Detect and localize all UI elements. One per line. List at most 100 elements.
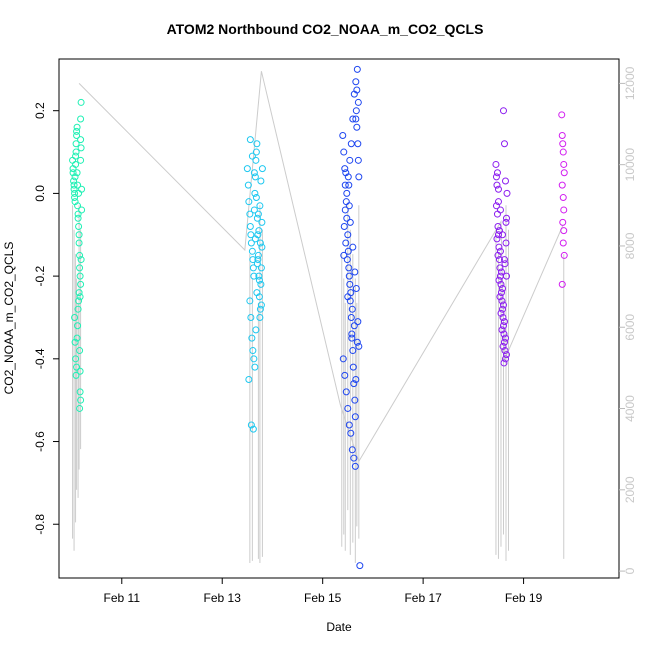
data-point: [493, 235, 501, 243]
data-point: [352, 285, 360, 293]
data-point: [501, 177, 509, 185]
data-point: [78, 185, 86, 193]
data-point: [559, 148, 567, 156]
data-point: [494, 222, 502, 230]
data-point: [257, 301, 265, 309]
data-point: [352, 78, 360, 86]
data-point: [559, 218, 567, 226]
data-point: [494, 198, 502, 206]
data-point: [256, 202, 264, 210]
data-point: [76, 251, 84, 259]
data-point: [252, 326, 260, 334]
data-point: [77, 115, 85, 123]
data-point: [257, 177, 265, 185]
data-point: [353, 123, 361, 131]
y-axis-label: CO2_NOAA_m_CO2_QCLS: [2, 241, 16, 395]
data-point: [77, 98, 85, 106]
data-point: [497, 280, 505, 288]
data-point: [77, 144, 85, 152]
data-point: [250, 272, 258, 280]
data-point: [355, 342, 363, 350]
data-point: [341, 181, 349, 189]
data-point: [69, 169, 77, 177]
data-point: [559, 194, 567, 202]
data-point: [70, 181, 78, 189]
data-point: [500, 359, 508, 367]
data-point: [73, 123, 81, 131]
data-point: [71, 189, 79, 197]
data-point: [258, 243, 266, 251]
data-point: [71, 173, 79, 181]
data-point: [255, 272, 263, 280]
data-point: [347, 429, 355, 437]
data-point: [252, 156, 260, 164]
data-point: [74, 214, 82, 222]
data-point: [250, 169, 258, 177]
data-point: [73, 334, 81, 342]
data-point: [502, 272, 510, 280]
data-point: [496, 293, 504, 301]
data-point: [341, 206, 349, 214]
data-point: [354, 98, 362, 106]
data-point: [76, 347, 84, 355]
data-point: [560, 169, 568, 177]
data-point: [251, 235, 259, 243]
data-point: [247, 239, 255, 247]
data-point: [71, 338, 79, 346]
data-point: [72, 355, 80, 363]
data-point: [76, 367, 84, 375]
data-point: [495, 243, 503, 251]
data-point: [501, 347, 509, 355]
data-point: [69, 156, 77, 164]
data-point: [77, 156, 85, 164]
data-point: [493, 169, 501, 177]
data-point: [72, 160, 80, 168]
data-point: [349, 243, 357, 251]
data-point: [257, 280, 265, 288]
data-point: [248, 334, 256, 342]
data-point: [499, 313, 507, 321]
data-point: [342, 198, 350, 206]
data-point: [345, 202, 353, 210]
data-point: [76, 272, 84, 280]
data-point: [502, 214, 510, 222]
data-point: [246, 297, 254, 305]
y2-tick-label: 10000: [623, 148, 637, 182]
data-point: [245, 375, 253, 383]
data-point: [351, 462, 359, 470]
data-point: [341, 371, 349, 379]
y2-tick-label: 2000: [623, 476, 637, 503]
x-tick-label: Feb 11: [104, 591, 141, 605]
data-point: [500, 338, 508, 346]
data-point: [497, 309, 505, 317]
data-point: [249, 256, 257, 264]
data-point: [70, 185, 78, 193]
data-point: [248, 247, 256, 255]
altitude-trace-line: [78, 71, 564, 463]
data-point: [500, 140, 508, 148]
data-point: [353, 65, 361, 73]
data-point: [494, 231, 502, 239]
data-point: [354, 318, 362, 326]
data-point: [247, 421, 255, 429]
data-point: [351, 396, 359, 404]
data-point: [347, 313, 355, 321]
data-point: [354, 140, 362, 148]
data-point: [351, 268, 359, 276]
data-point: [342, 388, 350, 396]
data-point: [498, 285, 506, 293]
y2-tick-label: 8000: [623, 232, 637, 259]
data-point: [254, 256, 262, 264]
data-point: [252, 148, 260, 156]
data-point: [72, 152, 80, 160]
data-point: [255, 276, 263, 284]
data-point: [244, 181, 252, 189]
data-point: [76, 264, 84, 272]
data-point: [497, 268, 505, 276]
data-point: [348, 305, 356, 313]
data-point: [558, 181, 566, 189]
data-point: [341, 165, 349, 173]
data-point: [348, 334, 356, 342]
plot-frame: [58, 58, 620, 579]
